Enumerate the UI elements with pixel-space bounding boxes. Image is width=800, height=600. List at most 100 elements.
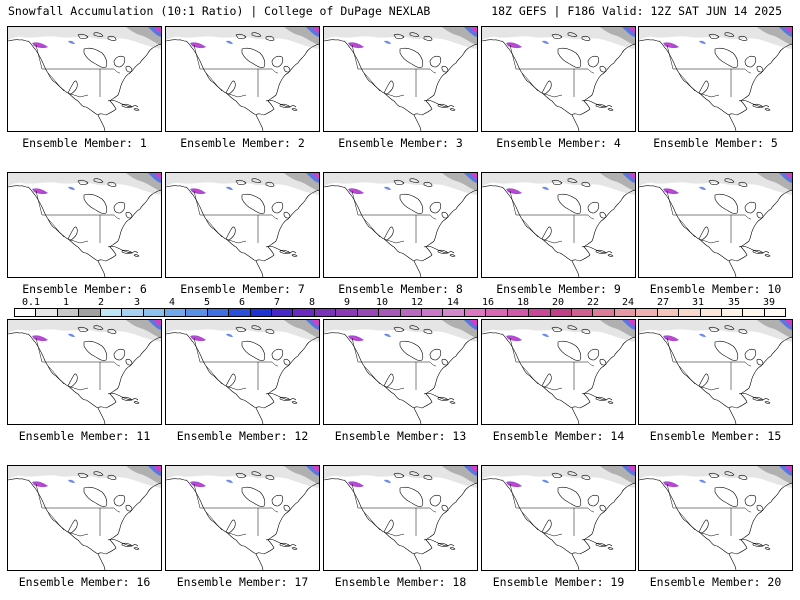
borders bbox=[193, 44, 279, 98]
snowfall-shading bbox=[639, 320, 792, 342]
ensemble-map bbox=[7, 465, 162, 571]
ensemble-map bbox=[638, 172, 793, 278]
north-america-map bbox=[8, 173, 161, 277]
colorbar-swatch bbox=[272, 309, 294, 316]
coastlines bbox=[324, 325, 477, 424]
ensemble-label: Ensemble Member: 20 bbox=[649, 575, 782, 589]
ensemble-label: Ensemble Member: 18 bbox=[334, 575, 467, 589]
coastlines bbox=[639, 32, 792, 131]
snowfall-shading bbox=[166, 173, 319, 195]
colorbar-label: 5 bbox=[203, 297, 211, 308]
colorbar-swatch bbox=[250, 309, 273, 316]
ensemble-label: Ensemble Member: 5 bbox=[653, 136, 778, 150]
colorbar-swatch bbox=[422, 309, 444, 316]
borders bbox=[509, 44, 595, 98]
colorbar-label: 7 bbox=[273, 297, 281, 308]
borders bbox=[351, 337, 437, 391]
coastlines bbox=[639, 325, 792, 424]
colorbar-swatch bbox=[571, 309, 594, 316]
coastlines bbox=[8, 32, 161, 131]
north-america-map bbox=[166, 320, 319, 424]
colorbar-label: 39 bbox=[762, 297, 776, 308]
colorbar-swatch bbox=[314, 309, 337, 316]
colorbar-swatch bbox=[593, 309, 615, 316]
snowfall-shading bbox=[482, 320, 635, 342]
colorbar-swatch bbox=[379, 309, 401, 316]
coastlines bbox=[482, 325, 635, 424]
map-title: Snowfall Accumulation (10:1 Ratio) | Col… bbox=[8, 4, 431, 18]
ensemble-map bbox=[638, 465, 793, 571]
north-america-map bbox=[324, 173, 477, 277]
borders bbox=[193, 337, 279, 391]
ensemble-map bbox=[7, 319, 162, 425]
ensemble-label: Ensemble Member: 16 bbox=[18, 575, 151, 589]
colorbar-swatch bbox=[529, 309, 551, 316]
north-america-map bbox=[639, 27, 792, 131]
colorbar-label: 10 bbox=[375, 297, 389, 308]
ensemble-map bbox=[323, 319, 478, 425]
colorbar-swatch bbox=[486, 309, 508, 316]
borders bbox=[35, 190, 121, 244]
borders bbox=[509, 337, 595, 391]
ensemble-label: Ensemble Member: 9 bbox=[496, 282, 621, 296]
colorbar-label: 16 bbox=[481, 297, 495, 308]
coastlines bbox=[482, 32, 635, 131]
snowfall-shading bbox=[166, 466, 319, 488]
colorbar-swatch bbox=[336, 309, 358, 316]
ensemble-map bbox=[481, 465, 636, 571]
colorbar-label: 3 bbox=[133, 297, 141, 308]
borders bbox=[666, 483, 752, 537]
snowfall-shading bbox=[639, 173, 792, 195]
ensemble-map bbox=[323, 26, 478, 132]
coastlines bbox=[8, 471, 161, 570]
borders bbox=[193, 190, 279, 244]
ensemble-map bbox=[165, 26, 320, 132]
colorbar-swatch bbox=[400, 309, 423, 316]
colorbar-swatch bbox=[122, 309, 144, 316]
north-america-map bbox=[8, 27, 161, 131]
colorbar-swatches bbox=[14, 308, 786, 317]
ensemble-map bbox=[481, 319, 636, 425]
colorbar-label: 2 bbox=[97, 297, 105, 308]
colorbar-swatch bbox=[636, 309, 658, 316]
colorbar-swatch bbox=[764, 309, 786, 316]
ensemble-map bbox=[165, 319, 320, 425]
snowfall-shading bbox=[8, 27, 161, 49]
coastlines bbox=[639, 471, 792, 570]
coastlines bbox=[324, 178, 477, 277]
borders bbox=[666, 190, 752, 244]
colorbar-label: 0.1 bbox=[21, 297, 41, 308]
colorbar-label: 9 bbox=[343, 297, 351, 308]
north-america-map bbox=[639, 466, 792, 570]
borders bbox=[509, 483, 595, 537]
colorbar-swatch bbox=[357, 309, 380, 316]
ensemble-map bbox=[7, 26, 162, 132]
colorbar-label: 22 bbox=[586, 297, 600, 308]
snowfall-shading bbox=[166, 27, 319, 49]
colorbar-label: 31 bbox=[691, 297, 705, 308]
colorbar-label: 12 bbox=[410, 297, 424, 308]
snowfall-shading bbox=[639, 466, 792, 488]
ensemble-label: Ensemble Member: 15 bbox=[649, 429, 782, 443]
borders bbox=[666, 337, 752, 391]
colorbar-label: 20 bbox=[551, 297, 565, 308]
colorbar-swatch bbox=[657, 309, 680, 316]
colorbar-label: 24 bbox=[621, 297, 635, 308]
colorbar-swatch bbox=[679, 309, 701, 316]
colorbar-swatch bbox=[36, 309, 58, 316]
colorbar-swatch bbox=[443, 309, 465, 316]
north-america-map bbox=[324, 466, 477, 570]
coastlines bbox=[639, 178, 792, 277]
coastlines bbox=[482, 178, 635, 277]
snowfall-shading bbox=[482, 466, 635, 488]
snowfall-shading bbox=[482, 27, 635, 49]
ensemble-label: Ensemble Member: 10 bbox=[649, 282, 782, 296]
borders bbox=[35, 483, 121, 537]
snowfall-shading bbox=[324, 27, 477, 49]
colorbar-label: 4 bbox=[168, 297, 176, 308]
colorbar-label: 6 bbox=[238, 297, 246, 308]
snowfall-shading bbox=[639, 27, 792, 49]
snowfall-shading bbox=[8, 320, 161, 342]
snowfall-shading bbox=[324, 466, 477, 488]
page-header: Snowfall Accumulation (10:1 Ratio) | Col… bbox=[0, 0, 800, 22]
